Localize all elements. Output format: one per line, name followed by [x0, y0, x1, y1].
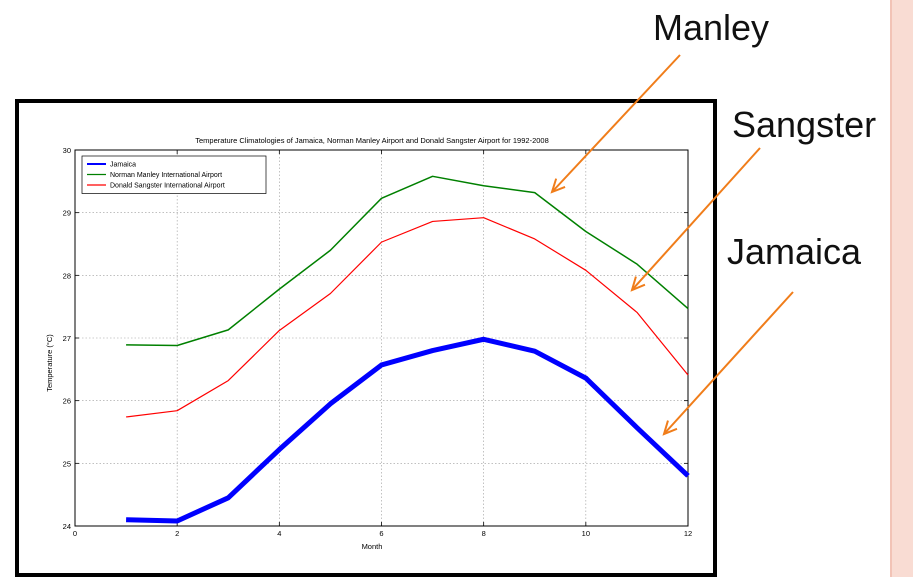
- y-tick-label: 27: [63, 334, 71, 343]
- legend-label: Donald Sangster International Airport: [110, 183, 225, 190]
- grid: [75, 150, 688, 526]
- x-tick-label: 4: [277, 529, 281, 538]
- x-tick-label: 0: [73, 529, 77, 538]
- chart-title: Temperature Climatologies of Jamaica, No…: [195, 136, 549, 145]
- y-tick-label: 28: [63, 271, 71, 280]
- series-line-3: [126, 217, 689, 418]
- y-tick-label: 24: [63, 522, 71, 531]
- x-tick-label: 12: [684, 529, 692, 538]
- callout-label-manley: Manley: [653, 7, 770, 48]
- chart-figure-frame: 0 2 4 6 8 10 12 24 25 26 27 28 29 30 Temperature Clim…: [15, 99, 717, 577]
- x-tick-label: 6: [379, 529, 383, 538]
- series-line-2: [126, 175, 689, 347]
- callout-label-jamaica: Jamaica: [727, 231, 862, 272]
- y-tick-label: 25: [63, 459, 71, 468]
- y-tick-label: 29: [63, 209, 71, 218]
- series-lines: [126, 175, 690, 524]
- legend-label: Jamaica: [110, 162, 136, 169]
- x-axis-label: Month: [362, 542, 383, 551]
- x-tick-label: 10: [582, 529, 590, 538]
- legend-box: [81, 155, 267, 194]
- x-tick-label: 2: [175, 529, 179, 538]
- series-line-1: [126, 336, 690, 524]
- legend-label: Norman Manley International Airport: [110, 172, 222, 179]
- y-axis-label: Temperature (°C): [45, 334, 54, 392]
- y-tick-label: 26: [63, 397, 71, 406]
- side-decoration-strip: [890, 0, 913, 577]
- chart-legend: Jamaica Norman Manley International Airpo…: [81, 155, 267, 194]
- callout-label-sangster: Sangster: [732, 104, 877, 145]
- y-tick-label: 30: [63, 146, 71, 155]
- x-tick-label: 8: [482, 529, 486, 538]
